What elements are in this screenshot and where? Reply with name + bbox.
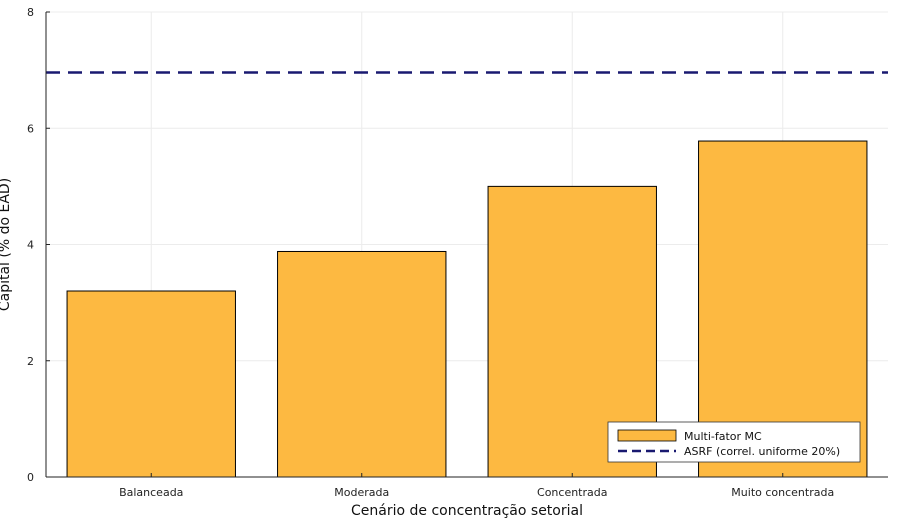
y-axis-label: Capital (% do EAD) — [0, 178, 13, 311]
legend-entry-asrf: ASRF (correl. uniforme 20%) — [684, 445, 840, 458]
x-tick-label-2: Concentrada — [537, 486, 607, 499]
y-tick-label-3: 6 — [27, 122, 34, 135]
bar-moderada — [277, 250, 447, 478]
x-tick-label-3: Muito concentrada — [731, 486, 834, 499]
bar-balanceada — [66, 290, 236, 478]
bar-muito-concentrada — [698, 140, 868, 478]
tick-labels: 0 2 4 6 8 Balanceada Moderada Concentrada Muito … — [27, 6, 834, 499]
bars — [66, 140, 868, 478]
legend: Multi-fator MC ASRF (correl. uniforme 20… — [607, 421, 861, 463]
x-tick-label-1: Moderada — [334, 486, 389, 499]
legend-entry-multi-fator: Multi-fator MC — [684, 430, 762, 443]
axes — [45, 11, 888, 478]
y-tick-label-2: 4 — [27, 239, 34, 252]
x-tick-label-0: Balanceada — [119, 486, 183, 499]
y-tick-label-1: 2 — [27, 355, 34, 368]
legend-box — [607, 421, 861, 463]
y-tick-label-4: 8 — [27, 6, 34, 19]
legend-swatch-multi-fator — [617, 429, 677, 442]
x-axis-label: Cenário de concentração setorial — [351, 503, 583, 519]
y-tick-label-0: 0 — [27, 471, 34, 484]
